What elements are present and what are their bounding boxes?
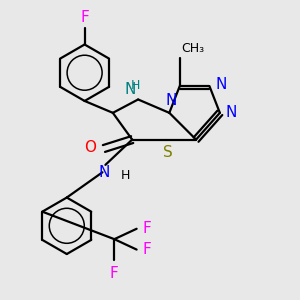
Text: N: N xyxy=(215,77,227,92)
Text: N: N xyxy=(98,165,110,180)
Text: F: F xyxy=(142,221,151,236)
Text: H: H xyxy=(120,169,130,182)
Text: N: N xyxy=(165,93,176,108)
Text: F: F xyxy=(80,10,89,25)
Text: N: N xyxy=(226,105,237,120)
Text: CH₃: CH₃ xyxy=(181,42,204,55)
Text: F: F xyxy=(110,266,119,281)
Text: F: F xyxy=(142,242,151,257)
Text: N: N xyxy=(125,82,136,97)
Text: H: H xyxy=(130,79,140,92)
Text: S: S xyxy=(163,145,173,160)
Text: O: O xyxy=(85,140,97,154)
